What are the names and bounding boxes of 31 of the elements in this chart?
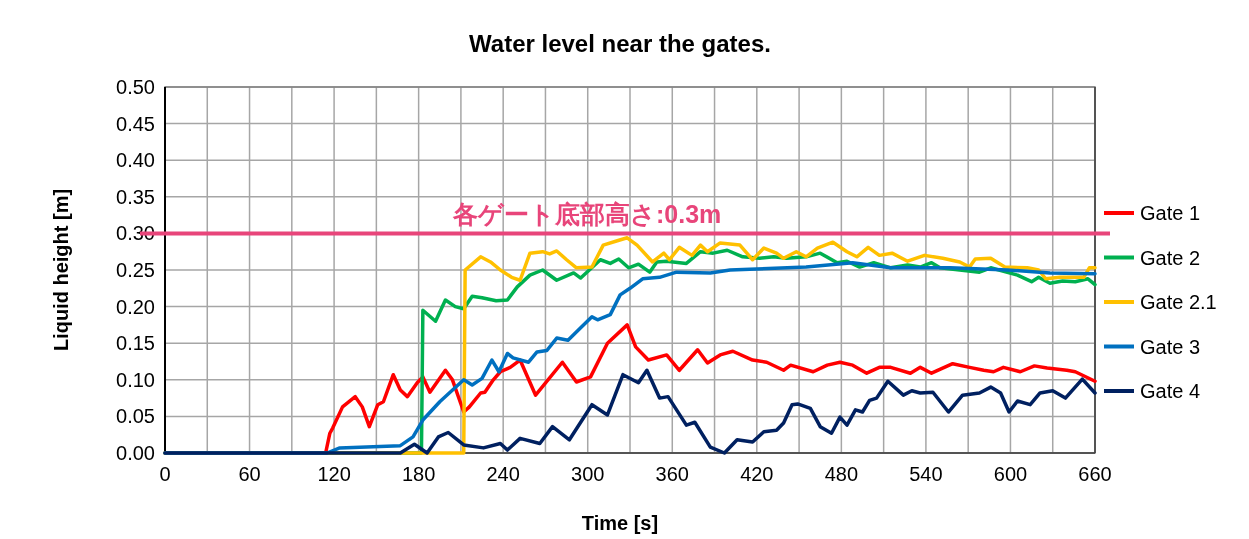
y-tick-label: 0.05	[116, 405, 155, 428]
x-tick-label: 600	[993, 463, 1028, 485]
x-tick-label: 480	[824, 463, 859, 485]
y-tick-label: 0.20	[116, 295, 155, 318]
y-tick-label: 0.15	[116, 332, 155, 355]
chart-title: Water level near the gates.	[469, 30, 771, 57]
y-tick-label: 0.50	[116, 76, 155, 98]
x-tick-label: 240	[486, 463, 520, 485]
x-tick-label: 420	[740, 463, 774, 485]
y-tick-label: 0.10	[116, 368, 155, 391]
y-axis-title: Liquid height [m]	[50, 188, 72, 352]
y-tick-label: 0.00	[116, 442, 155, 464]
x-tick-label: 660	[1078, 463, 1112, 485]
x-tick-label: 60	[238, 463, 261, 485]
y-tick-label: 0.35	[116, 185, 155, 208]
x-tick-label: 120	[317, 463, 351, 485]
x-tick-label: 360	[655, 463, 689, 485]
x-axis-title: Time [s]	[581, 512, 659, 534]
legend-label: Gate 2	[1140, 246, 1201, 269]
y-tick-label: 0.40	[116, 149, 155, 172]
legend-label: Gate 1	[1140, 202, 1201, 224]
x-tick-label: 0	[159, 463, 171, 485]
legend-label: Gate 2.1	[1140, 291, 1217, 313]
legend-label: Gate 4	[1140, 380, 1201, 402]
y-tick-label: 0.25	[116, 259, 155, 281]
legend-label: Gate 3	[1140, 335, 1201, 358]
x-tick-label: 540	[909, 463, 943, 485]
x-tick-label: 300	[571, 463, 605, 485]
ref-line-label: 各ゲート底部高さ:0.3m	[452, 200, 722, 229]
y-tick-label: 0.45	[116, 112, 155, 135]
x-tick-label: 180	[401, 463, 436, 485]
